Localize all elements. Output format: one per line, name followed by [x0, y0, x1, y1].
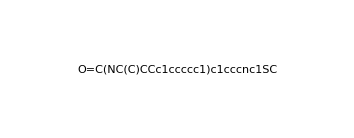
Text: O=C(NC(C)CCc1ccccc1)c1cccnc1SC: O=C(NC(C)CCc1ccccc1)c1cccnc1SC — [77, 64, 277, 74]
